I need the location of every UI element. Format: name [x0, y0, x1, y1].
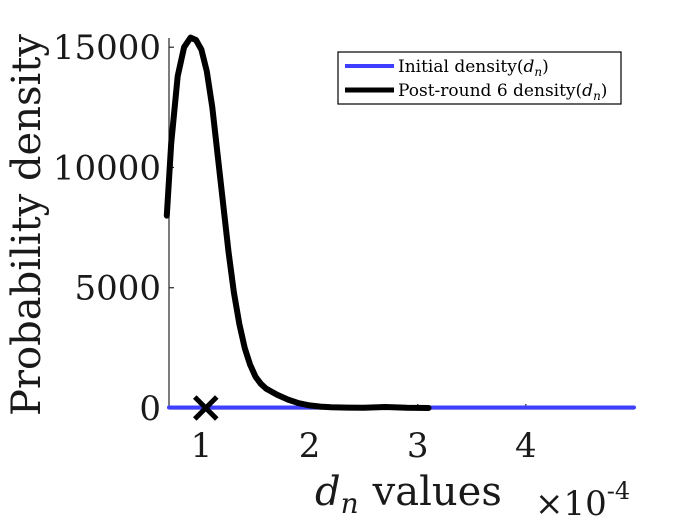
x-marker [192, 395, 219, 421]
y-tick-label: 15000 [53, 28, 161, 68]
markers [192, 395, 219, 421]
tick-labels: 0 5000 10000 15000 1 2 3 4 [53, 28, 537, 466]
legend: Initial density(dn) Post-round 6 density… [337, 51, 622, 105]
series-post-round-6-density [163, 34, 432, 411]
y-tick-label: 5000 [74, 269, 161, 309]
x-axis-exponent: ×10-4 [535, 477, 630, 524]
x-tick-label: 3 [407, 426, 429, 466]
x-tick-label: 1 [191, 426, 213, 466]
legend-label-post-round: Post-round 6 density(dn) [398, 81, 607, 103]
x-tick-label: 2 [299, 426, 321, 466]
legend-box [337, 51, 622, 105]
x-tick-label: 4 [515, 426, 537, 466]
y-tick-label: 0 [139, 389, 161, 429]
series-lines [163, 34, 636, 411]
y-tick-label: 10000 [53, 148, 161, 188]
y-axis-label: Probability density [4, 34, 50, 416]
x-axis-label: dn values [315, 469, 502, 520]
legend-label-initial: Initial density(dn) [398, 57, 549, 79]
